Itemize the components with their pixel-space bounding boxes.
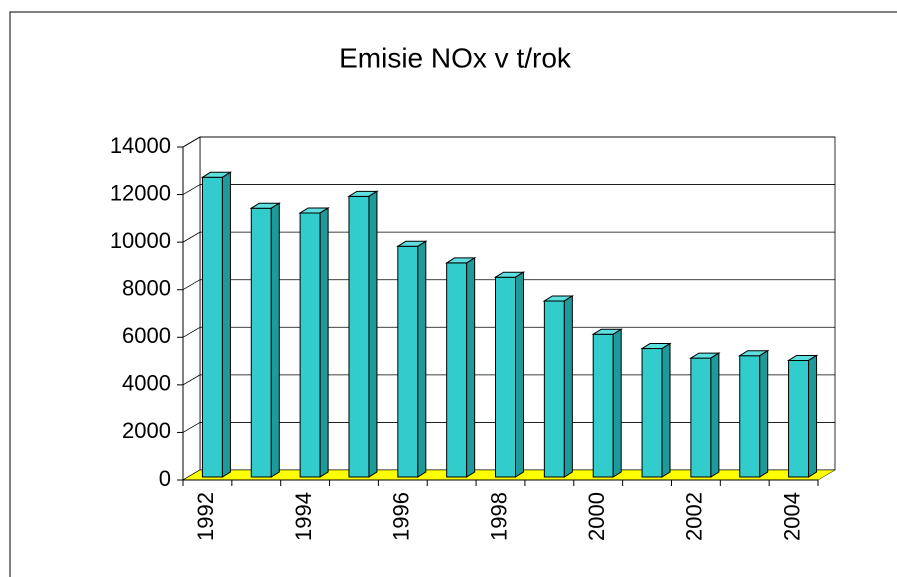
bar-side	[759, 349, 769, 478]
grid-line	[182, 136, 201, 148]
bar-side	[319, 207, 329, 478]
bar-front	[348, 195, 370, 478]
bar	[689, 352, 721, 478]
x-tick-label: 1996	[389, 492, 414, 541]
bar	[542, 295, 575, 478]
bar-front	[739, 355, 761, 478]
bar-front	[397, 245, 419, 478]
bar	[493, 271, 526, 478]
grid-line	[182, 374, 201, 386]
grid-line	[182, 184, 201, 195]
bar	[444, 257, 477, 478]
grid-line	[182, 279, 201, 291]
bar-front	[788, 359, 810, 478]
side-wall	[182, 136, 201, 481]
bar-front	[592, 333, 614, 478]
grid-line	[182, 231, 201, 243]
bar-side	[808, 354, 818, 478]
y-tick-label: 0	[159, 466, 171, 491]
bar-front	[299, 212, 321, 478]
bar-front	[495, 276, 516, 478]
y-tick-label: 12000	[110, 180, 171, 205]
bar	[786, 354, 819, 478]
grid-line	[182, 422, 201, 433]
bar	[591, 328, 623, 478]
bar-side	[368, 190, 378, 478]
bar	[347, 190, 379, 478]
y-tick-label: 10000	[110, 228, 171, 253]
x-tick-label: 2004	[779, 492, 804, 541]
bar-side	[710, 352, 720, 478]
bar-front	[201, 176, 223, 478]
bar-side	[661, 342, 671, 478]
x-tick-label: 1992	[193, 492, 218, 541]
x-tick-label: 2002	[682, 492, 707, 541]
y-tick-label: 8000	[122, 276, 171, 301]
bar-side	[417, 240, 427, 478]
y-tick-label: 14000	[110, 133, 171, 158]
bar-side	[270, 202, 280, 478]
bar-front	[690, 357, 712, 478]
bar-side	[612, 328, 622, 478]
bar-front	[446, 262, 468, 478]
bar-front	[250, 207, 272, 478]
bar-side	[466, 257, 476, 478]
bar-side	[563, 295, 573, 478]
chart-title: Emisie NOx v t/rok	[339, 42, 572, 73]
x-tick-label: 2000	[584, 492, 609, 541]
grid-line	[182, 326, 201, 338]
bar-side	[515, 271, 524, 478]
bar-front	[641, 348, 663, 478]
x-tick-label: 1998	[486, 492, 511, 541]
bar	[200, 171, 233, 478]
bar	[298, 207, 330, 478]
y-tick-label: 2000	[122, 418, 171, 443]
bar-side	[221, 171, 231, 478]
bar	[396, 240, 428, 478]
bar	[249, 202, 282, 478]
x-tick-label: 1994	[291, 492, 316, 541]
bar	[737, 349, 770, 478]
bar-front	[543, 300, 565, 478]
bar	[640, 342, 672, 478]
y-tick-label: 6000	[122, 323, 171, 348]
y-tick-label: 4000	[122, 371, 171, 396]
